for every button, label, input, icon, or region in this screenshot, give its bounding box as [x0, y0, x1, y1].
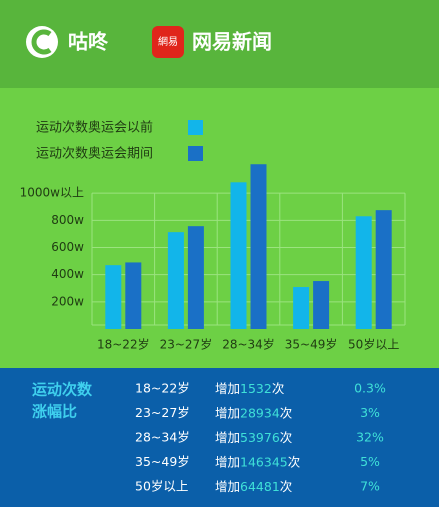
- increase-text: 增加64481次: [215, 479, 292, 494]
- table-title: 涨幅比: [32, 403, 77, 421]
- x-tick-label: 50岁以上: [348, 337, 399, 352]
- x-tick-label: 23~27岁: [160, 337, 213, 352]
- y-tick-label: 400w: [51, 267, 84, 281]
- percent: 3%: [360, 405, 380, 420]
- bar: [187, 226, 204, 329]
- table-bg: [0, 368, 439, 507]
- percent: 0.3%: [354, 381, 386, 396]
- netease-logo-text: 網易: [158, 35, 178, 48]
- bar: [105, 265, 122, 329]
- age-group: 50岁以上: [135, 479, 188, 494]
- gudong-logo-mark: [31, 29, 52, 55]
- header-bg: [0, 0, 439, 88]
- increase-part: 增加: [215, 430, 240, 445]
- increase-part: 增加: [215, 479, 240, 494]
- percent: 32%: [356, 430, 384, 445]
- increase-part: 次: [288, 454, 301, 469]
- percent: 7%: [360, 479, 380, 494]
- increase-part: 次: [280, 430, 293, 445]
- bar: [293, 287, 310, 329]
- table-title: 运动次数: [32, 381, 93, 399]
- increase-part: 53976: [240, 430, 280, 445]
- bar: [355, 216, 372, 329]
- increase-part: 1532: [240, 381, 272, 396]
- increase-text: 增加28934次: [215, 405, 292, 420]
- x-tick-label: 28~34岁: [222, 337, 275, 352]
- legend-swatch: [188, 146, 203, 161]
- x-tick-label: 35~49岁: [285, 337, 338, 352]
- brand-name: 网易新闻: [192, 30, 272, 54]
- age-group: 28~34岁: [135, 430, 190, 445]
- age-group: 35~49岁: [135, 454, 190, 469]
- y-tick-label: 1000w以上: [20, 186, 84, 200]
- y-tick-label: 800w: [51, 213, 84, 227]
- brand-name: 咕咚: [68, 30, 109, 54]
- increase-text: 增加146345次: [215, 454, 300, 469]
- increase-part: 次: [280, 479, 293, 494]
- age-group: 18~22岁: [135, 381, 190, 396]
- increase-part: 增加: [215, 381, 240, 396]
- increase-part: 次: [280, 405, 293, 420]
- legend-label: 运动次数奥运会以前: [36, 120, 153, 136]
- legend-label: 运动次数奥运会期间: [36, 146, 153, 162]
- bar: [167, 232, 184, 329]
- y-tick-label: 600w: [51, 240, 84, 254]
- increase-text: 增加1532次: [215, 381, 284, 396]
- age-group: 23~27岁: [135, 405, 190, 420]
- increase-part: 增加: [215, 454, 240, 469]
- increase-part: 64481: [240, 479, 280, 494]
- chart: 200w 400w 600w 800w 1000w以上 运动次数奥运会以前运动次数奥运会期…: [20, 120, 406, 352]
- bar: [313, 281, 330, 329]
- bar: [125, 262, 142, 329]
- increase-text: 增加53976次: [215, 430, 292, 445]
- netease-logo: [152, 26, 184, 58]
- increase-part: 次: [272, 381, 285, 396]
- bar: [375, 210, 392, 329]
- increase-part: 增加: [215, 405, 240, 420]
- x-tick-label: 18~22岁: [97, 337, 150, 352]
- bar: [250, 164, 267, 329]
- percent: 5%: [360, 454, 380, 469]
- legend-swatch: [188, 120, 203, 135]
- increase-part: 146345: [240, 454, 288, 469]
- bar: [230, 182, 247, 329]
- increase-part: 28934: [240, 405, 280, 420]
- y-tick-label: 200w: [51, 294, 84, 308]
